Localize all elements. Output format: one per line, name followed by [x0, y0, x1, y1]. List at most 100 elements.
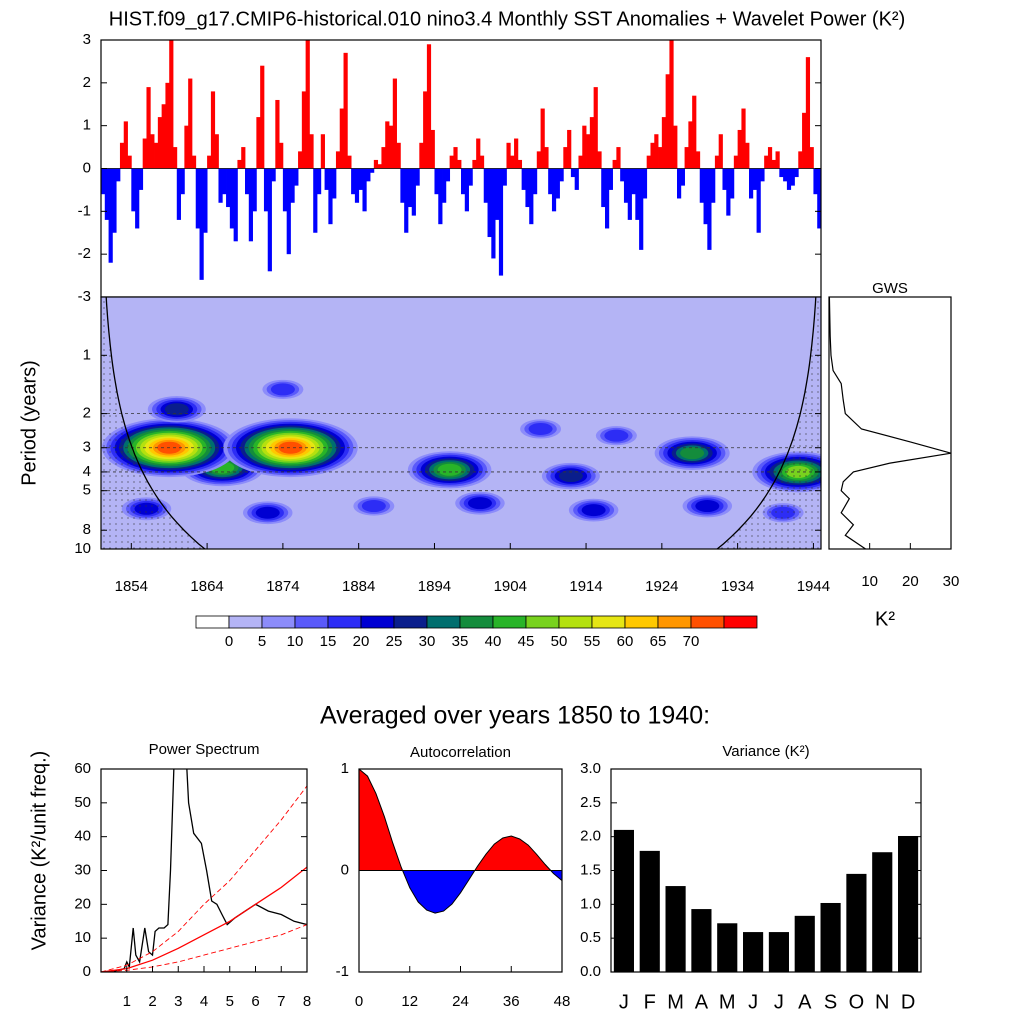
anomaly-bar — [741, 108, 746, 169]
anomaly-bar — [521, 168, 526, 190]
anomaly-bar — [574, 168, 579, 190]
anomaly-bar — [275, 99, 280, 169]
anomaly-bar — [150, 134, 155, 169]
x-tick-label: O — [849, 991, 865, 1013]
anomaly-bar — [381, 147, 386, 169]
colorbar-label: 25 — [386, 633, 403, 650]
anomaly-bar — [695, 151, 701, 169]
figure-title: HIST.f09_g17.CMIP6-historical.010 nino3.… — [109, 8, 905, 30]
anomaly-bar — [749, 168, 754, 199]
anomaly-bar — [396, 142, 401, 169]
spectrum-line — [101, 924, 307, 972]
colorbar-box — [294, 615, 329, 629]
anomaly-bar — [351, 168, 356, 195]
y-tick-label: 0 — [83, 159, 91, 176]
variance-bar — [898, 835, 919, 972]
anomaly-bar — [328, 168, 333, 225]
colorbar-box — [624, 615, 659, 629]
anomaly-bar — [389, 125, 394, 169]
colorbar-label: 60 — [617, 633, 634, 650]
x-tick-label: J — [748, 991, 758, 1013]
anomaly-bar — [320, 134, 325, 169]
anomaly-bar — [817, 168, 821, 229]
anomaly-bar — [385, 121, 390, 169]
anomaly-bar — [404, 168, 409, 233]
anomaly-bar — [631, 168, 636, 195]
anomaly-bar — [737, 129, 742, 169]
x-tick-label: 48 — [554, 993, 571, 1010]
anomaly-bar — [718, 134, 723, 169]
anomaly-bar — [191, 155, 197, 169]
anomaly-bar — [301, 91, 307, 169]
y-axis-label: Period (years) — [18, 360, 40, 486]
y-tick-label: 3 — [83, 31, 91, 48]
plot-frame — [100, 768, 308, 973]
coi-shade — [717, 297, 821, 549]
anomaly-bar — [169, 40, 174, 169]
anomaly-bar — [559, 168, 564, 182]
wavelet-contour — [581, 504, 606, 517]
colorbar-box — [426, 615, 461, 629]
anomaly-bar — [665, 74, 670, 169]
anomaly-bar — [570, 168, 576, 178]
x-tick-label: 1864 — [190, 578, 223, 595]
anomaly-bar — [605, 168, 610, 229]
colorbar-box — [360, 615, 395, 629]
anomaly-bar — [688, 121, 693, 169]
x-tick-label: 1914 — [569, 578, 602, 595]
anomaly-bar — [479, 155, 485, 169]
variance-bar — [691, 909, 712, 972]
anomaly-bar — [714, 155, 720, 169]
x-tick-label: 1934 — [721, 578, 754, 595]
anomaly-bar — [623, 168, 629, 203]
anomaly-bar — [764, 155, 769, 169]
x-axis-label: K² — [875, 608, 895, 630]
x-tick-label: M — [719, 991, 736, 1013]
anomaly-bar — [438, 168, 443, 225]
coi-line — [105, 297, 206, 549]
anomaly-bar — [335, 151, 341, 169]
anomaly-bar — [726, 168, 731, 216]
y-tick-label: 0.5 — [580, 929, 601, 946]
anomaly-bar — [533, 168, 538, 195]
anomaly-bar — [290, 168, 295, 203]
wavelet-contour — [558, 470, 583, 483]
anomaly-bar — [752, 168, 757, 190]
colorbar-box — [690, 615, 725, 629]
plot-frame — [610, 768, 922, 973]
colorbar-box — [327, 615, 362, 629]
spectrum-line — [101, 866, 307, 972]
anomaly-bar — [510, 155, 515, 169]
anomaly-bar — [430, 129, 435, 169]
variance-bar — [743, 932, 764, 972]
coi-shade — [101, 297, 205, 549]
colorbar-label: 5 — [258, 633, 266, 650]
anomaly-bar — [699, 168, 704, 203]
anomaly-bar — [127, 155, 132, 169]
anomaly-bar — [597, 151, 602, 169]
anomaly-bar — [767, 147, 773, 169]
anomaly-bar — [650, 142, 655, 169]
x-tick-label: 3 — [174, 993, 182, 1010]
anomaly-bar — [423, 91, 428, 169]
anomaly-bar — [578, 155, 583, 169]
section-title: Averaged over years 1850 to 1940: — [320, 702, 710, 730]
x-tick-label: J — [619, 991, 629, 1013]
panel-title: Autocorrelation — [410, 744, 511, 761]
wavelet-contour — [437, 463, 462, 476]
anomaly-bar — [157, 117, 163, 169]
anomaly-bar — [461, 168, 466, 195]
anomaly-bar — [180, 168, 185, 195]
y-tick-label: 3 — [83, 439, 91, 456]
anomaly-bar — [324, 168, 329, 190]
y-tick-label: 2 — [83, 405, 91, 422]
anomaly-bar — [210, 91, 216, 169]
y-tick-label: 4 — [83, 463, 91, 480]
anomaly-bar — [112, 168, 117, 233]
anomaly-bar — [407, 168, 413, 208]
wavelet-field — [101, 297, 821, 549]
anomaly-bar — [642, 168, 648, 199]
y-tick-label: 2.0 — [580, 828, 601, 845]
anomaly-bar — [317, 168, 322, 195]
plot-frame — [100, 296, 822, 550]
